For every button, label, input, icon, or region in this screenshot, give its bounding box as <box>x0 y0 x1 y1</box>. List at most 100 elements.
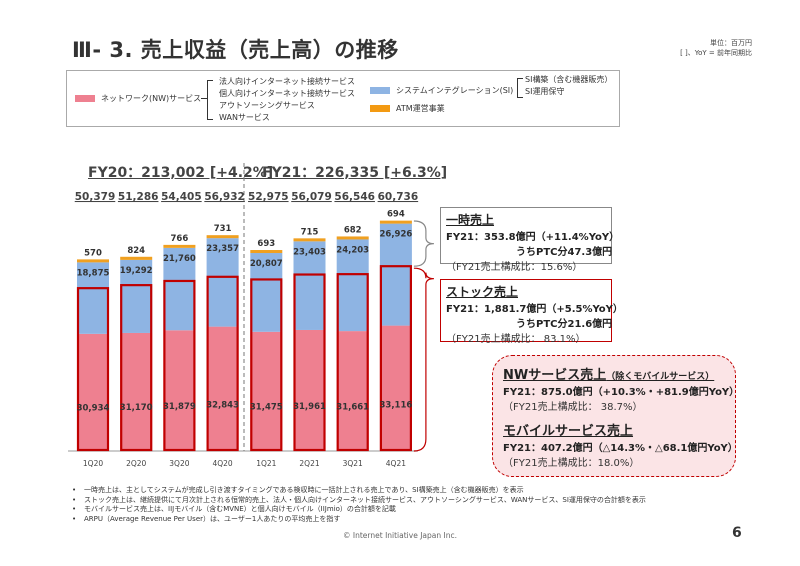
label-nw: 31,879 <box>163 402 196 412</box>
label-nw: 30,934 <box>77 403 110 413</box>
nw-line1: FY21：875.0億円（+10.3%・+81.9億円YoY） <box>503 387 740 398</box>
label-si: 24,203 <box>336 245 369 255</box>
nw-title-text: NWサービス売上 <box>503 368 607 383</box>
page-title: Ⅲ- 3. 売上収益（売上高）の推移 <box>72 38 399 62</box>
footnotes: • 一時売上は、主としてシステムが完成し引き渡すタイミングである検収時に一括計上さ… <box>72 486 646 524</box>
fy20-header: FY20：213,002 [+4.2%] <box>88 165 274 181</box>
bar-nw <box>293 329 326 451</box>
stock-line2: うちPTC分21.6億円 <box>516 319 613 330</box>
legend-swatch-atm <box>370 105 390 112</box>
yoy-note: [ ]、YoY = 前年同期比 <box>680 49 752 57</box>
bar-atm <box>120 256 153 260</box>
bar-si <box>379 223 412 326</box>
onetime-revenue-callout: 一時売上 FY21：353.8億円（+11.4%YoY） うちPTC分47.3億… <box>440 207 619 273</box>
label-atm: 824 <box>127 246 145 256</box>
legend-swatch-nw <box>75 95 95 102</box>
stock-line1: FY21：1,881.7億円（+5.5%YoY） <box>446 304 623 315</box>
bar-si <box>206 238 239 327</box>
unit-label: 単位：百万円 <box>710 39 752 47</box>
legend-brace-si <box>517 78 523 98</box>
legend-label-atm: ATM運営事業 <box>396 104 445 113</box>
stock-outline <box>336 273 369 452</box>
quarter-total: 56,079 <box>291 191 332 203</box>
bar-nw <box>206 326 239 451</box>
label-nw: 31,170 <box>120 403 153 413</box>
x-tick-label: 3Q21 <box>343 459 363 468</box>
onetime-title: 一時売上 <box>446 213 495 227</box>
bar-atm <box>163 244 196 248</box>
label-si: 26,926 <box>379 230 412 240</box>
bar-atm <box>336 236 369 240</box>
label-nw: 31,475 <box>250 403 283 413</box>
x-tick-label: 4Q21 <box>386 459 406 468</box>
bar-nw <box>163 330 196 451</box>
legend-swatch-si <box>370 87 390 94</box>
bar-atm <box>293 238 326 242</box>
x-tick-label: 2Q20 <box>126 459 146 468</box>
mobile-title: モバイルサービス売上 <box>503 424 634 439</box>
bar-nw <box>379 325 412 451</box>
label-si: 21,760 <box>163 254 196 264</box>
mobile-line2: （FY21売上構成比：18.0%） <box>503 458 640 469</box>
stock-outline <box>250 278 283 452</box>
x-tick-label: 4Q20 <box>212 459 232 468</box>
legend-label-nw: ネットワーク(NW)サービス <box>101 94 202 103</box>
legend-si-item: SI運用保守 <box>525 87 565 96</box>
bar-nw <box>120 332 153 451</box>
legend: ネットワーク(NW)サービス 法人向けインターネット接続サービス 個人向けインタ… <box>66 70 620 127</box>
label-nw: 31,661 <box>336 402 369 412</box>
label-atm: 766 <box>171 234 189 244</box>
stock-line3: （FY21売上構成比： 83.1%） <box>446 334 586 345</box>
x-tick-label: 3Q20 <box>169 459 189 468</box>
onetime-line2: うちPTC分47.3億円 <box>516 247 613 258</box>
legend-nw-item: アウトソーシングサービス <box>219 101 315 110</box>
quarter-total: 51,286 <box>118 191 159 203</box>
stock-revenue-callout: ストック売上 FY21：1,881.7億円（+5.5%YoY） うちPTC分21… <box>440 279 623 345</box>
nw-service-callout: NWサービス売上（除くモバイルサービス） FY21：875.0億円（+10.3%… <box>492 355 740 477</box>
stock-outline <box>293 273 326 452</box>
bar-nw <box>250 331 283 451</box>
nw-title-note: （除くモバイルサービス） <box>606 372 715 382</box>
label-atm: 693 <box>257 239 275 249</box>
x-tick-label: 2Q21 <box>299 459 319 468</box>
unit-note: 単位：百万円 [ ]、YoY = 前年同期比 <box>680 38 752 58</box>
bar-si <box>120 259 153 333</box>
label-nw: 33,116 <box>379 400 412 410</box>
copyright: © Internet Initiative Japan Inc. <box>343 531 457 540</box>
bar-atm <box>206 235 239 239</box>
bar-si <box>293 241 326 330</box>
label-atm: 715 <box>301 227 319 237</box>
quarter-total: 50,379 <box>75 191 116 203</box>
stock-outline <box>163 279 196 452</box>
label-atm: 694 <box>387 210 405 220</box>
label-atm: 682 <box>344 225 362 235</box>
bar-nw <box>77 333 109 451</box>
bar-nw <box>336 331 369 451</box>
stock-outline <box>120 284 153 452</box>
legend-nw-item: 法人向けインターネット接続サービス <box>219 77 355 86</box>
bar-atm <box>250 250 283 254</box>
label-si: 23,403 <box>293 247 326 257</box>
legend-label-si: システムインテグレーション(SI) <box>396 86 514 95</box>
label-nw: 31,961 <box>293 402 326 412</box>
legend-nw-item: 個人向けインターネット接続サービス <box>219 89 355 98</box>
label-si: 20,807 <box>250 259 283 269</box>
stock-outline <box>76 287 110 452</box>
quarter-total: 52,975 <box>248 191 289 203</box>
label-atm: 570 <box>84 248 102 258</box>
bar-si <box>77 262 109 334</box>
label-atm: 731 <box>214 224 232 234</box>
nw-line2: （FY21売上構成比： 38.7%） <box>503 402 643 413</box>
brace-tick <box>201 98 207 99</box>
footnote: • モバイルサービス売上は、IIJモバイル（含むMVNE）と個人向けモバイル（II… <box>72 505 396 513</box>
footnote: • ARPU（Average Revenue Per User）は、ユーザー1人あ… <box>72 514 341 523</box>
legend-brace-nw <box>207 80 213 120</box>
footnote: • ストック売上は、継続提供にて月次計上される恒常的売上、法人・個人向けインターネ… <box>72 495 646 504</box>
legend-si-item: SI構築（含む機器販売） <box>525 75 613 84</box>
label-si: 23,357 <box>206 244 239 254</box>
label-si: 18,875 <box>77 268 110 278</box>
page-number: 6 <box>732 525 742 541</box>
legend-nw-item: WANサービス <box>219 113 270 122</box>
stock-brace <box>413 267 434 452</box>
